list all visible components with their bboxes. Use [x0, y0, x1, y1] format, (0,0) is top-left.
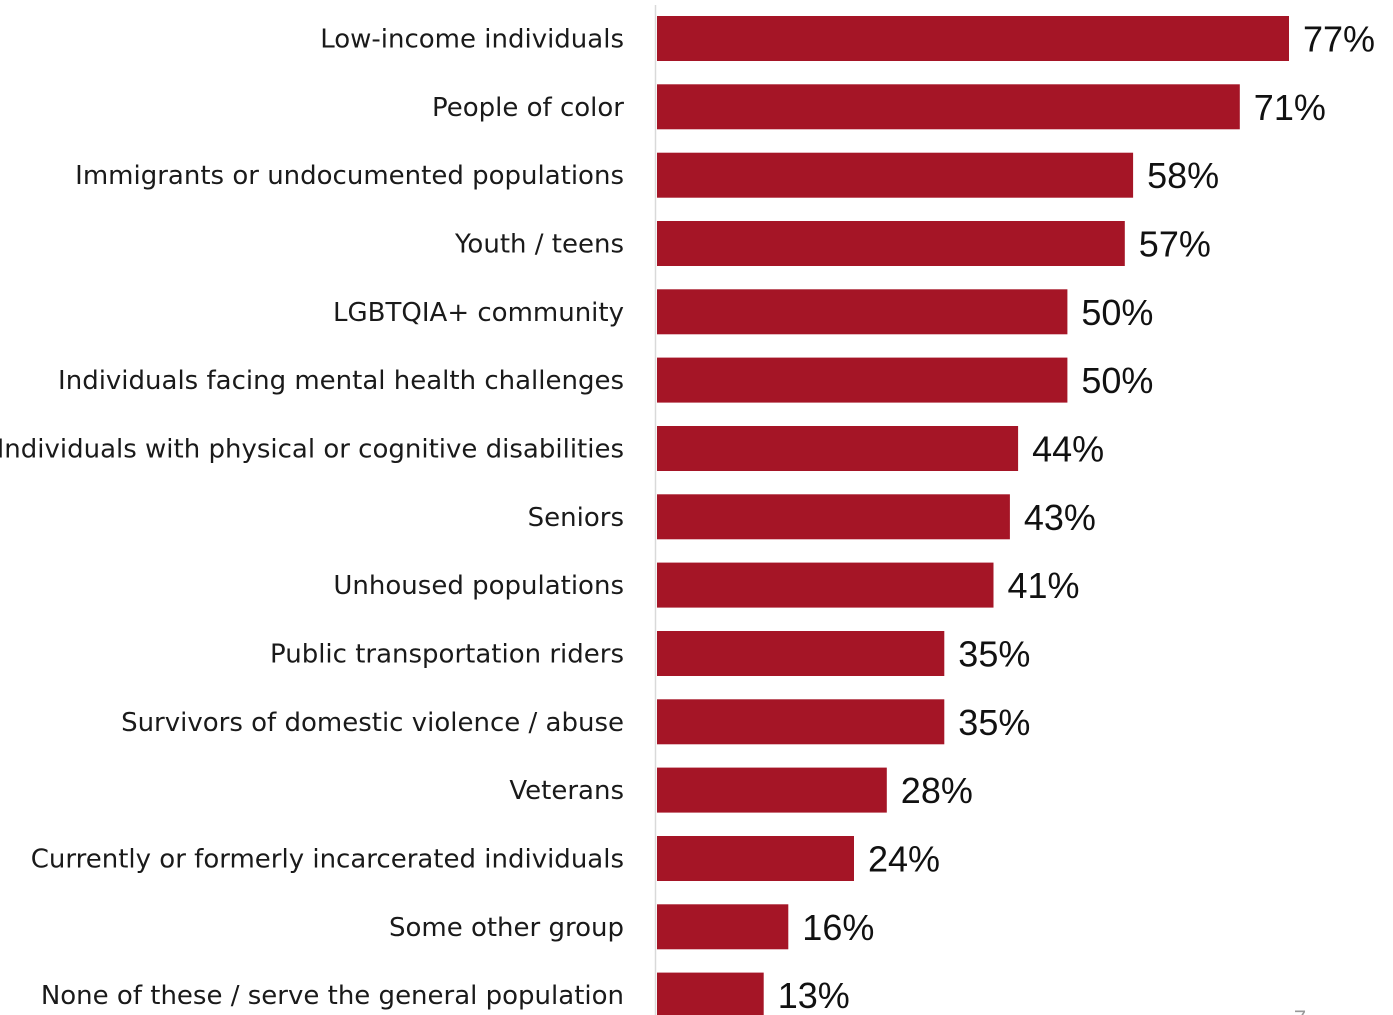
category-label: Low-income individuals: [320, 25, 624, 55]
category-label: LGBTQIA+ community: [333, 298, 624, 328]
value-label: 28%: [901, 770, 973, 811]
category-label: Individuals with physical or cognitive d…: [0, 435, 624, 465]
value-label: 50%: [1081, 360, 1153, 401]
value-label: 44%: [1032, 429, 1104, 470]
bar: [657, 494, 1010, 540]
category-label: Veterans: [509, 776, 624, 806]
value-label: 71%: [1254, 87, 1326, 128]
page-number: 7: [1294, 1006, 1306, 1015]
value-label: 77%: [1303, 19, 1375, 60]
value-label: 43%: [1024, 497, 1096, 538]
category-labels-group: Low-income individuals People of color Imm…: [0, 25, 624, 1012]
category-label: Currently or formerly incarcerated indiv…: [31, 845, 624, 875]
bar: [657, 16, 1289, 61]
bar: [657, 84, 1240, 130]
value-labels-group: 77% 71% 58% 57% 50% 50% 44% 43% 41% 35% 35% 28% 24% 1…: [778, 19, 1375, 1015]
bar: [657, 767, 887, 813]
bar: [657, 426, 1019, 471]
bars-group: [657, 16, 1289, 1015]
category-label: Unhoused populations: [333, 571, 624, 601]
bar: [657, 289, 1068, 335]
value-label: 57%: [1139, 224, 1211, 265]
category-label: Seniors: [528, 503, 624, 533]
value-label: 24%: [868, 839, 940, 880]
category-label: Immigrants or undocumented populations: [75, 161, 624, 191]
value-label: 35%: [958, 634, 1030, 675]
value-label: 16%: [802, 907, 874, 948]
bar: [657, 357, 1068, 403]
value-label: 13%: [778, 975, 850, 1015]
value-label: 58%: [1147, 155, 1219, 196]
bar: [657, 836, 854, 881]
value-label: 35%: [958, 702, 1030, 743]
category-label: Public transportation riders: [270, 640, 624, 670]
bar: [657, 904, 789, 950]
value-label: 50%: [1081, 292, 1153, 333]
bar: [657, 699, 945, 745]
category-label: Some other group: [389, 913, 624, 943]
bar: [657, 221, 1125, 266]
category-label: Youth / teens: [454, 230, 624, 260]
bar: [657, 631, 945, 676]
category-label: Survivors of domestic violence / abuse: [121, 708, 624, 738]
bar: [657, 972, 764, 1015]
value-label: 41%: [1008, 565, 1080, 606]
category-label: None of these / serve the general popula…: [41, 981, 624, 1011]
bar: [657, 152, 1134, 198]
category-label: People of color: [432, 93, 624, 123]
category-label: Individuals facing mental health challen…: [58, 366, 624, 396]
bar: [657, 562, 994, 608]
